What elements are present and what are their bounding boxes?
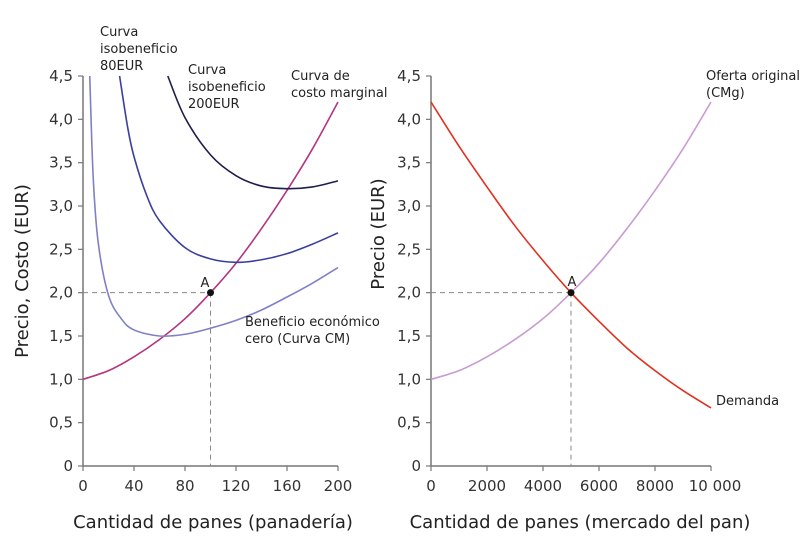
series-supply-label: (CMg) [706, 86, 745, 101]
series-iso200-curve [167, 75, 339, 190]
y-tick-label: 0 [411, 457, 421, 475]
series-iso200-label: Curva [188, 63, 226, 78]
series-ac-curve [88, 75, 339, 338]
x-tick-label: 200 [324, 477, 353, 495]
x-tick-label: 40 [124, 477, 143, 495]
y-tick-label: 2,0 [49, 284, 73, 302]
series-mc-label: Curva de [291, 69, 350, 84]
series-supply-label: Oferta original [706, 69, 800, 84]
x-tick-label: 0 [426, 477, 436, 495]
y-tick-label: 1,0 [397, 370, 421, 388]
y-axis-label: Precio, Costo (EUR) [12, 184, 33, 358]
y-tick-label: 1,5 [49, 327, 73, 345]
y-tick-label: 3,0 [49, 197, 73, 215]
series-mc-label: costo marginal [291, 86, 387, 101]
series-demand-label: Demanda [716, 394, 779, 409]
y-tick-label: 1,5 [397, 327, 421, 345]
point-a-label: A [568, 275, 577, 290]
x-tick-label: 0 [78, 477, 88, 495]
x-tick-label: 4000 [524, 477, 562, 495]
point-a-label: A [201, 276, 210, 291]
x-axis-label: Cantidad de panes (panadería) [73, 512, 353, 533]
series-iso80-label: isobeneficio [100, 42, 178, 57]
y-tick-label: 4,5 [49, 67, 73, 85]
x-tick-label: 80 [175, 477, 194, 495]
series-ac-label: Beneficio económico [245, 315, 380, 330]
point-a-marker [567, 289, 575, 297]
y-tick-label: 3,5 [397, 154, 421, 172]
series-iso80-label: Curva [100, 25, 138, 40]
y-tick-label: 0 [63, 457, 73, 475]
x-tick-label: 2000 [468, 477, 506, 495]
y-tick-label: 4,0 [397, 110, 421, 128]
x-tick-label: 8000 [636, 477, 674, 495]
y-tick-label: 1,0 [49, 370, 73, 388]
x-tick-label: 10 000 [689, 477, 742, 495]
x-tick-label: 160 [273, 477, 302, 495]
point-a-marker [207, 289, 214, 297]
x-tick-label: 6000 [580, 477, 618, 495]
y-tick-label: 4,0 [49, 110, 73, 128]
series-ac-label: cero (Curva CM) [245, 332, 350, 347]
panel-2 [426, 75, 712, 471]
series-iso80-curve [118, 75, 339, 264]
y-tick-label: 0,5 [397, 414, 421, 432]
y-tick-label: 2,5 [397, 240, 421, 258]
series-iso200-label: isobeneficio [188, 80, 266, 95]
y-tick-label: 2,0 [397, 284, 421, 302]
series-demand-curve [430, 101, 712, 409]
panel-1 [78, 75, 339, 471]
series-iso80-label: 80EUR [100, 59, 143, 74]
y-axis-label: Precio (EUR) [368, 178, 389, 289]
y-tick-label: 3,0 [397, 197, 421, 215]
series-iso200-label: 200EUR [188, 97, 240, 112]
x-axis-label: Cantidad de panes (mercado del pan) [410, 512, 751, 533]
y-tick-label: 3,5 [49, 154, 73, 172]
x-tick-label: 120 [222, 477, 251, 495]
y-tick-label: 2,5 [49, 240, 73, 258]
y-tick-label: 0,5 [49, 414, 73, 432]
y-tick-label: 4,5 [397, 67, 421, 85]
